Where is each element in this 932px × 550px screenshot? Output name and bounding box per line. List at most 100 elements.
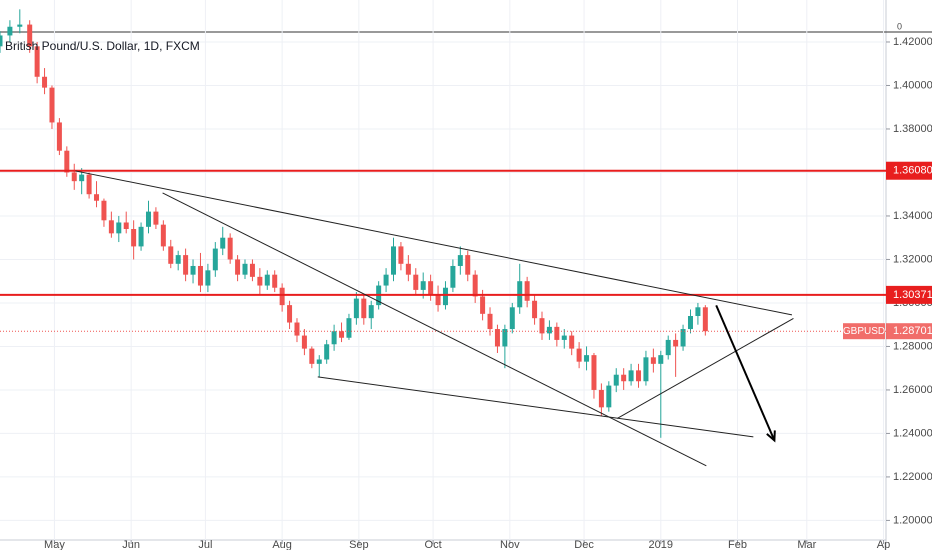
candle-body (27, 24, 33, 47)
candle-body (532, 300, 538, 319)
candle-body (220, 237, 226, 249)
candle-body (606, 385, 612, 408)
candle-body (108, 220, 114, 234)
overlay: 1.36080 1.30371 GBPUSD 1.28701 (0, 161, 932, 467)
candle-body (197, 265, 203, 286)
candle-body (584, 355, 590, 362)
y-tick-label: 1.22000 (893, 471, 932, 483)
candle-body (86, 174, 92, 195)
candle-body (383, 274, 389, 286)
candle-body (272, 274, 278, 288)
arrow-head (766, 430, 776, 443)
candle-body (391, 246, 397, 275)
candle-body (316, 359, 322, 364)
price-label-bg (886, 323, 932, 340)
candle-body (368, 305, 374, 319)
x-tick-label: Nov (500, 539, 520, 550)
y-tick-label: 1.42000 (893, 36, 932, 48)
candle-body (509, 307, 515, 330)
candle-body (94, 194, 100, 201)
candle-body (665, 339, 671, 356)
x-tick-label: Jun (122, 539, 140, 550)
candle-body (687, 315, 693, 330)
candle-body (7, 26, 13, 36)
candle-body (17, 24, 23, 27)
candle-body (428, 281, 434, 295)
candle-body (190, 265, 196, 275)
candle-body (465, 255, 471, 275)
candle-body (42, 76, 48, 88)
candle-body (361, 298, 367, 319)
candle-body (175, 255, 181, 264)
candle-body (442, 287, 448, 306)
candle-body (480, 296, 486, 314)
candle-body (450, 265, 456, 288)
candle-body (398, 246, 404, 264)
candle-body (569, 335, 575, 349)
x-tick-label: Aug (272, 539, 292, 550)
candle-body (613, 374, 619, 386)
level-label: 1.36080 (893, 165, 932, 177)
y-tick-label: 1.20000 (893, 514, 932, 526)
x-tick-label: 2019 (649, 539, 673, 550)
candle-body (257, 276, 263, 286)
y-tick-label: 1.28000 (893, 340, 932, 352)
candle-body (457, 255, 463, 266)
x-tick-label: May (44, 539, 65, 550)
candle-body (695, 307, 701, 316)
level-label-bg (886, 161, 932, 180)
candle-body (339, 331, 345, 338)
candle-body (524, 281, 530, 301)
y-tick-label: 1.34000 (893, 210, 932, 222)
trendline (616, 317, 794, 419)
candle-body (294, 322, 300, 336)
candle-body (183, 255, 189, 275)
candle-body (324, 344, 330, 360)
x-tick-label: Dec (574, 539, 594, 550)
candle-body (212, 248, 218, 271)
candle-body (71, 172, 77, 182)
candle-body (650, 357, 656, 364)
candle-body (487, 313, 493, 330)
candle-body (680, 329, 686, 347)
y-tick-label: 1.38000 (893, 123, 932, 135)
y-tick-label: 1.32000 (893, 253, 932, 265)
candle-body (405, 263, 411, 275)
candle-body (643, 357, 649, 382)
x-tick-label: Mar (797, 539, 816, 550)
candle-body (546, 326, 552, 334)
y-tick-label: 1.24000 (893, 427, 932, 439)
candle-body (131, 229, 137, 247)
candle-body (658, 355, 664, 364)
candle-body (494, 329, 500, 347)
price-label: 1.28701 (893, 325, 932, 337)
candle-body (160, 224, 166, 247)
candle-body (309, 348, 315, 364)
x-tick-label: Oct (425, 539, 442, 550)
candle-body (353, 298, 359, 319)
level-label: 1.30371 (893, 289, 932, 301)
arrow (715, 304, 776, 441)
candle-body (34, 46, 40, 77)
candle-body (264, 274, 270, 286)
candle-body (502, 329, 508, 347)
candle-body (621, 374, 627, 382)
candle-body (153, 211, 159, 225)
candle-body (435, 294, 441, 306)
x-tick-label: Ap (877, 539, 890, 550)
candle-body (242, 263, 248, 275)
candle-body (702, 307, 708, 332)
candle-body (64, 150, 70, 173)
candle-body (227, 237, 233, 260)
trendline (162, 192, 707, 467)
candle-body (79, 174, 85, 182)
candle-body (56, 122, 62, 151)
candle-body (49, 87, 55, 123)
candle-body (673, 339, 679, 347)
candle-body (205, 270, 211, 286)
candle-body (331, 331, 337, 345)
candle-body (420, 281, 426, 290)
candle-body (0, 35, 3, 47)
